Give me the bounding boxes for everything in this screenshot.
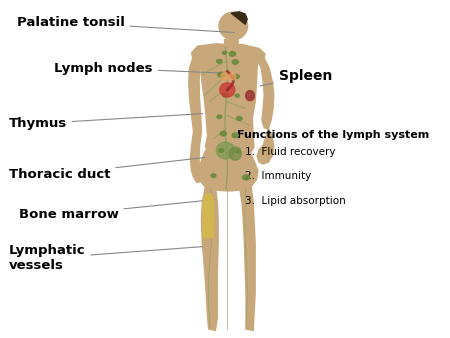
Ellipse shape <box>236 150 240 153</box>
FancyBboxPatch shape <box>203 198 213 238</box>
Ellipse shape <box>230 147 241 160</box>
Text: 1.  Fluid recovery: 1. Fluid recovery <box>245 147 336 157</box>
Polygon shape <box>257 54 274 128</box>
Text: Bone marrow: Bone marrow <box>18 199 215 221</box>
Ellipse shape <box>217 59 222 63</box>
Text: 2.  Immunity: 2. Immunity <box>245 171 311 182</box>
Polygon shape <box>231 12 247 24</box>
Polygon shape <box>192 44 265 62</box>
Polygon shape <box>190 132 201 183</box>
Ellipse shape <box>246 91 254 101</box>
Polygon shape <box>225 40 238 46</box>
Text: Spleen: Spleen <box>260 69 333 86</box>
Ellipse shape <box>205 194 212 199</box>
Text: Lymph nodes: Lymph nodes <box>54 62 219 74</box>
Text: 3.  Lipid absorption: 3. Lipid absorption <box>245 196 346 206</box>
Ellipse shape <box>220 131 226 136</box>
Ellipse shape <box>234 74 239 78</box>
Polygon shape <box>239 187 255 331</box>
Ellipse shape <box>220 83 235 97</box>
Text: Thymus: Thymus <box>9 114 202 130</box>
Ellipse shape <box>230 73 236 80</box>
Ellipse shape <box>235 94 239 97</box>
Ellipse shape <box>219 12 248 40</box>
Polygon shape <box>202 187 218 331</box>
Ellipse shape <box>216 142 234 159</box>
Ellipse shape <box>211 174 216 177</box>
Polygon shape <box>198 55 259 156</box>
Ellipse shape <box>223 93 228 97</box>
Ellipse shape <box>219 149 224 152</box>
Text: Thoracic duct: Thoracic duct <box>9 158 205 180</box>
Ellipse shape <box>232 60 239 64</box>
Ellipse shape <box>236 117 242 121</box>
Text: Palatine tonsil: Palatine tonsil <box>17 16 234 32</box>
Ellipse shape <box>217 115 222 119</box>
Ellipse shape <box>229 52 236 56</box>
Ellipse shape <box>243 175 249 180</box>
Ellipse shape <box>218 72 225 77</box>
Ellipse shape <box>221 73 228 80</box>
Text: Functions of the lymph system: Functions of the lymph system <box>237 130 429 140</box>
Polygon shape <box>198 150 258 191</box>
Text: Lymphatic
vessels: Lymphatic vessels <box>9 244 202 272</box>
Ellipse shape <box>232 133 239 138</box>
Polygon shape <box>189 54 202 146</box>
Polygon shape <box>257 128 274 164</box>
Ellipse shape <box>222 51 227 54</box>
